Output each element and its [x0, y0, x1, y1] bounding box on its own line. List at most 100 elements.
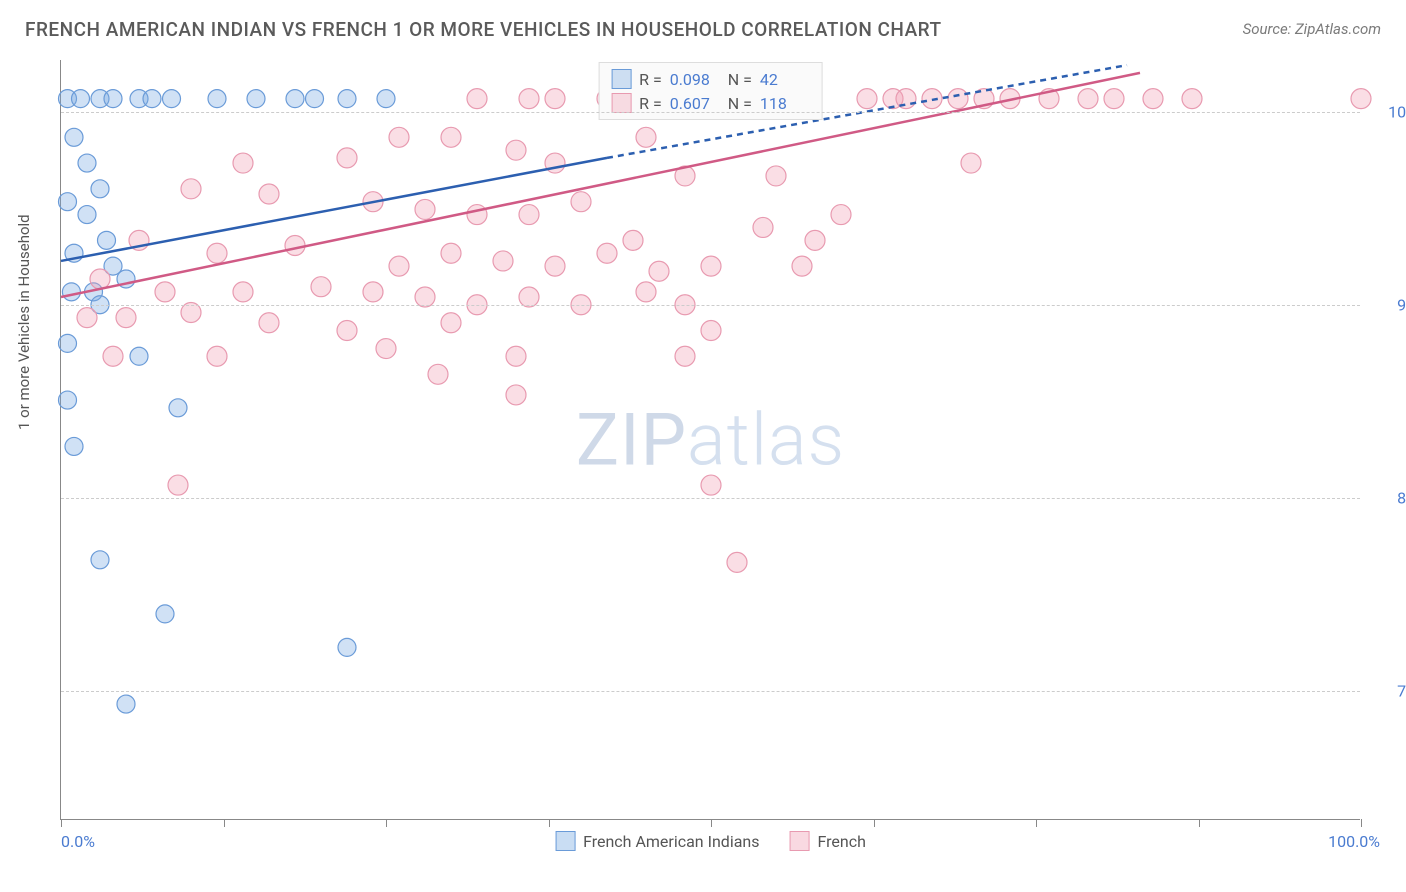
data-point: [103, 346, 123, 366]
data-point: [62, 283, 80, 301]
data-point: [636, 127, 656, 147]
data-point: [208, 90, 226, 108]
data-point: [896, 89, 916, 109]
x-tick-mark: [1361, 819, 1362, 827]
data-point: [389, 127, 409, 147]
y-tick-label: 85.0%: [1370, 488, 1406, 507]
data-point: [338, 638, 356, 656]
data-point: [376, 339, 396, 359]
data-point: [259, 184, 279, 204]
data-point: [441, 127, 461, 147]
series-legend: French American Indians French: [555, 831, 866, 851]
data-point: [1143, 89, 1163, 109]
y-tick-label: 77.5%: [1370, 682, 1406, 701]
data-point: [337, 321, 357, 341]
legend-item-1: French American Indians: [555, 831, 759, 851]
r-label: R =: [639, 94, 662, 113]
data-point: [467, 89, 487, 109]
data-point: [72, 90, 90, 108]
source-attribution: Source: ZipAtlas.com: [1243, 20, 1381, 38]
data-point: [91, 551, 109, 569]
x-tick-mark: [549, 819, 550, 827]
gridline: [61, 305, 1360, 306]
n-label: N =: [728, 94, 752, 113]
data-point: [377, 90, 395, 108]
data-point: [545, 256, 565, 276]
n-value-1: 42: [760, 70, 810, 89]
data-point: [519, 205, 539, 225]
data-point: [1104, 89, 1124, 109]
legend-label-2: French: [818, 832, 866, 851]
data-point: [78, 154, 96, 172]
data-point: [428, 364, 448, 384]
data-point: [116, 308, 136, 328]
data-point: [571, 192, 591, 212]
r-value-2: 0.607: [670, 94, 720, 113]
y-tick-label: 100.0%: [1370, 102, 1406, 121]
data-point: [506, 346, 526, 366]
x-tick-mark: [874, 819, 875, 827]
data-point: [207, 243, 227, 263]
data-point: [701, 321, 721, 341]
data-point: [753, 217, 773, 237]
chart-title: FRENCH AMERICAN INDIAN VS FRENCH 1 OR MO…: [25, 18, 942, 41]
data-point: [389, 256, 409, 276]
data-point: [286, 90, 304, 108]
data-point: [519, 89, 539, 109]
data-point: [77, 308, 97, 328]
data-point: [701, 475, 721, 495]
data-point: [143, 90, 161, 108]
data-point: [259, 313, 279, 333]
data-point: [169, 399, 187, 417]
data-point: [59, 334, 77, 352]
data-point: [857, 89, 877, 109]
data-point: [1182, 89, 1202, 109]
n-value-2: 118: [760, 94, 810, 113]
gridline: [61, 498, 1360, 499]
data-point: [91, 180, 109, 198]
data-point: [207, 346, 227, 366]
data-point: [163, 90, 181, 108]
r-label: R =: [639, 70, 662, 89]
data-point: [441, 313, 461, 333]
legend-swatch-icon: [555, 831, 575, 851]
source-name: ZipAtlas.com: [1295, 20, 1381, 38]
gridline: [61, 691, 1360, 692]
data-point: [306, 90, 324, 108]
data-point: [493, 251, 513, 271]
x-axis-max-label: 100.0%: [1328, 832, 1380, 851]
data-point: [168, 475, 188, 495]
data-point: [415, 199, 435, 219]
legend-row-series-1: R = 0.098 N = 42: [611, 67, 810, 91]
data-point: [155, 282, 175, 302]
data-point: [181, 179, 201, 199]
data-point: [805, 230, 825, 250]
data-point: [65, 128, 83, 146]
legend-swatch-2: [611, 93, 631, 113]
data-point: [130, 347, 148, 365]
data-point: [545, 89, 565, 109]
data-point: [636, 282, 656, 302]
data-point: [311, 277, 331, 297]
r-value-1: 0.098: [670, 70, 720, 89]
data-point: [922, 89, 942, 109]
y-tick-label: 92.5%: [1370, 295, 1406, 314]
data-point: [441, 243, 461, 263]
data-point: [1078, 89, 1098, 109]
x-tick-mark: [61, 819, 62, 827]
data-point: [338, 90, 356, 108]
y-axis-label: 1 or more Vehicles in Household: [15, 214, 33, 430]
x-tick-mark: [711, 819, 712, 827]
data-point: [961, 153, 981, 173]
data-point: [90, 269, 110, 289]
legend-label-1: French American Indians: [583, 832, 759, 851]
n-label: N =: [728, 70, 752, 89]
x-tick-mark: [1036, 819, 1037, 827]
data-point: [649, 261, 669, 281]
x-tick-mark: [1199, 819, 1200, 827]
plot-area: ZIPatlas R = 0.098 N = 42 R = 0.607 N = …: [60, 60, 1360, 820]
data-point: [701, 256, 721, 276]
data-point: [766, 166, 786, 186]
legend-swatch-1: [611, 69, 631, 89]
data-point: [948, 89, 968, 109]
